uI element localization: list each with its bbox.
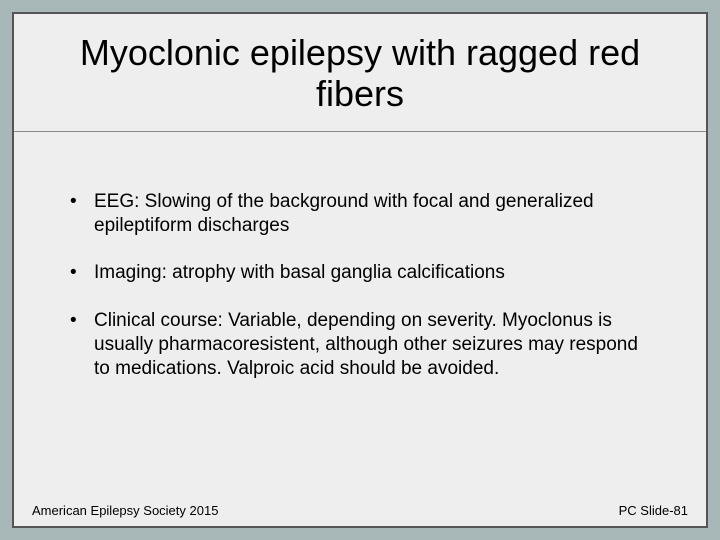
footer-right-text: PC Slide-81 <box>619 503 688 518</box>
slide-outer-frame: Myoclonic epilepsy with ragged red fiber… <box>0 0 720 540</box>
slide-body: • EEG: Slowing of the background with fo… <box>14 132 706 381</box>
bullet-text: Imaging: atrophy with basal ganglia calc… <box>94 261 656 285</box>
slide-footer: American Epilepsy Society 2015 PC Slide-… <box>32 503 688 518</box>
bullet-icon: • <box>64 261 94 285</box>
bullet-icon: • <box>64 309 94 380</box>
bullet-icon: • <box>64 190 94 238</box>
bullet-text: Clinical course: Variable, depending on … <box>94 309 656 380</box>
footer-left-text: American Epilepsy Society 2015 <box>32 503 218 518</box>
bullet-text: EEG: Slowing of the background with foca… <box>94 190 656 238</box>
list-item: • Clinical course: Variable, depending o… <box>64 309 656 380</box>
list-item: • Imaging: atrophy with basal ganglia ca… <box>64 261 656 285</box>
slide-inner-frame: Myoclonic epilepsy with ragged red fiber… <box>12 12 708 528</box>
list-item: • EEG: Slowing of the background with fo… <box>64 190 656 238</box>
slide-title: Myoclonic epilepsy with ragged red fiber… <box>14 32 706 131</box>
